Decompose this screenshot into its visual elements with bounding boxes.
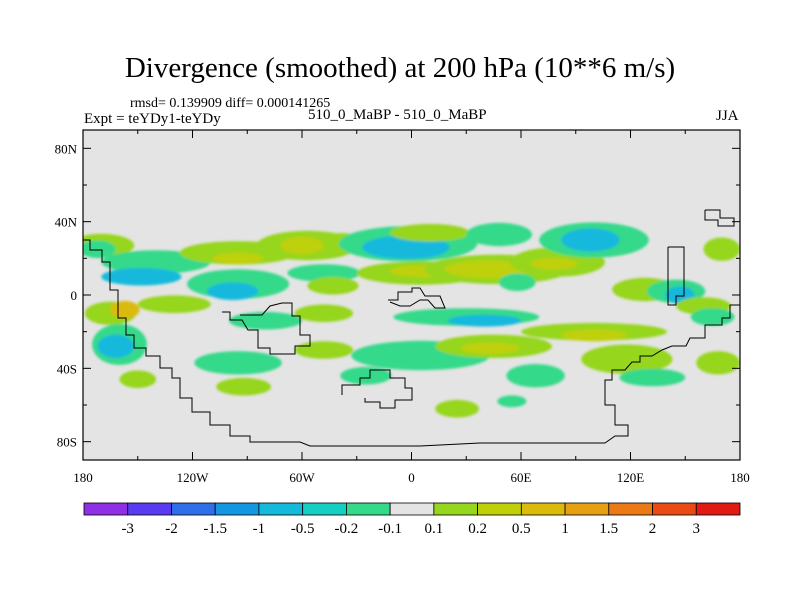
x-tick-label: 60E [511, 470, 532, 485]
x-tick-label: 180 [73, 470, 93, 485]
x-tick-label: 60W [289, 470, 315, 485]
x-tick-label: 180 [730, 470, 750, 485]
coastline-island-arc [667, 246, 685, 306]
colorbar-box [477, 502, 522, 516]
y-tick-label: 40N [55, 215, 78, 230]
anomaly-blob [294, 341, 354, 359]
anomaly-blob [119, 370, 157, 389]
colorbar-box [83, 502, 129, 516]
anomaly-blob [307, 277, 359, 295]
colorbar-box [520, 502, 566, 516]
anomaly-blob [581, 344, 673, 374]
anomaly-blob [212, 252, 264, 265]
coastline-northeast [704, 209, 735, 227]
colorbar-label: 3 [693, 521, 701, 537]
colorbar-label: 1 [561, 521, 569, 537]
colorbar-label: -0.2 [335, 521, 359, 537]
colorbar-box [433, 502, 478, 516]
anomaly-blob [448, 314, 521, 327]
colorbar-label: 0.1 [425, 521, 444, 537]
colorbar-label: 0.5 [512, 521, 531, 537]
colorbar-box [302, 502, 347, 516]
colorbar-label: 0.2 [468, 521, 487, 537]
anomaly-blob [101, 267, 182, 286]
colorbar-box [345, 502, 391, 516]
anomaly-blob [466, 222, 532, 247]
colorbar-box [608, 502, 653, 516]
x-tick-label: 0 [408, 470, 415, 485]
anomaly-blob [216, 377, 271, 396]
coastline [83, 209, 740, 447]
colorbar-label: 2 [649, 521, 657, 537]
y-tick-label: 80N [55, 141, 78, 156]
colorbar: -3 -2 -1.5 -1 -0.5 -0.2 -0.1 0.1 0.2 0.5 1 1.5 2 3 [83, 502, 741, 537]
anomaly-blob [444, 260, 532, 279]
anomaly-blob [703, 237, 740, 261]
y-tick-label: 0 [71, 288, 78, 303]
colorbar-label: -3 [121, 521, 134, 537]
anomaly-blob [340, 366, 392, 385]
anomaly-blob [460, 342, 520, 355]
anomaly-blob [110, 300, 140, 319]
x-tick-label: 120W [177, 470, 210, 485]
colorbar-label: -0.5 [291, 521, 315, 537]
colorbar-box [127, 502, 172, 516]
case-names: 510_0_MaBP - 510_0_MaBP [308, 107, 487, 123]
anomaly-blob [83, 240, 116, 258]
anomaly-blob [499, 273, 536, 292]
anomaly-blob [280, 236, 324, 255]
divergence-field [83, 222, 740, 418]
anomaly-blob [97, 334, 135, 358]
experiment-label: Expt = teYDy1-teYDy [84, 111, 221, 127]
anomaly-blob [561, 228, 620, 252]
anomaly-blob [690, 308, 735, 326]
colorbar-label: -0.1 [378, 521, 402, 537]
anomaly-blob [294, 304, 354, 323]
anomaly-blob [696, 351, 740, 375]
colorbar-label: -1.5 [203, 521, 227, 537]
colorbar-box [695, 502, 741, 516]
colorbar-box [171, 502, 216, 516]
anomaly-blob [506, 364, 565, 388]
anomaly-blob [287, 264, 361, 282]
colorbar-label: -1 [253, 521, 266, 537]
anomaly-blob [530, 257, 578, 270]
coastline-south-america [222, 302, 311, 355]
season-label: JJA [716, 108, 739, 124]
colorbar-label: 1.5 [599, 521, 618, 537]
colorbar-label: -2 [165, 521, 178, 537]
anomaly-blob [207, 282, 259, 301]
anomaly-blob [561, 329, 627, 342]
colorbar-box [652, 502, 697, 516]
chart-title: Divergence (smoothed) at 200 hPa (10**6 … [124, 52, 676, 84]
anomaly-blob [435, 399, 479, 418]
colorbar-box [214, 502, 260, 516]
colorbar-box [564, 502, 610, 516]
anomaly-blob [229, 311, 302, 330]
anomaly-blob [619, 368, 686, 387]
colorbar-box [258, 502, 304, 516]
anomaly-blob [497, 395, 527, 408]
y-tick-label: 40S [57, 361, 77, 376]
x-tick-label: 120E [617, 470, 645, 485]
anomaly-blob [137, 295, 211, 314]
coastline-africa [388, 287, 446, 309]
y-tick-label: 80S [57, 435, 77, 450]
y-axis: 80N 40N 0 40S 80S [55, 141, 740, 450]
colorbar-box [389, 502, 435, 516]
coastline-americas-west [83, 239, 740, 447]
anomaly-blob [194, 351, 282, 375]
coastline-antarctic-island [341, 369, 413, 409]
anomaly-blob [389, 223, 470, 242]
x-axis: 180 120W 60W 0 60E 120E 180 [73, 130, 750, 485]
rmsd-diff-stats: rmsd= 0.139909 diff= 0.000141265 [130, 96, 331, 111]
